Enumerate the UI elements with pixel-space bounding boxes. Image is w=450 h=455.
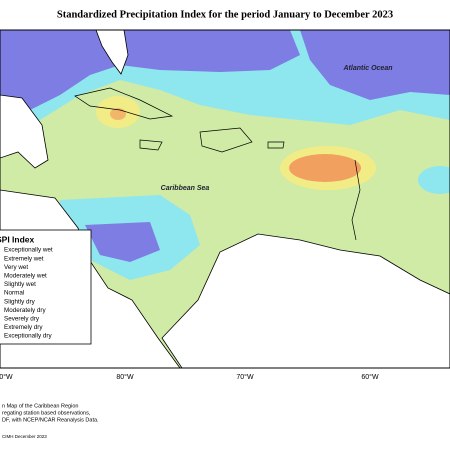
legend-item: Extremely wet: [4, 255, 44, 262]
field-very-wet-sw: [85, 222, 160, 262]
legend-item: Slightly dry: [4, 298, 36, 305]
legend-item: Exceptionally wet: [4, 247, 53, 254]
ocean-label: Atlantic Ocean: [342, 65, 392, 72]
jamaica: [139, 139, 163, 151]
longitude-label: 60°W: [361, 373, 379, 381]
longitude-label: 0°W: [0, 373, 13, 381]
longitude-label: 80°W: [116, 373, 134, 381]
lesser-antilles: [351, 159, 361, 241]
credit-line: CIMH December 2023: [2, 434, 47, 439]
field-moderately-dry-pr: [289, 154, 361, 182]
sea-label: Caribbean Sea: [161, 185, 210, 192]
legend-item: Normal: [4, 290, 24, 297]
legend-item: Moderately dry: [4, 307, 46, 314]
credit-line: DF, with NCEP/NCAR Reanalysis Data.: [2, 417, 99, 423]
legend-item: Severely dry: [4, 315, 40, 322]
legend-item: Moderately wet: [4, 272, 47, 279]
legend-item: Slightly wet: [4, 281, 36, 288]
puerto-rico: [267, 141, 285, 149]
legend-item: Very wet: [4, 264, 28, 271]
map-frame: [0, 29, 450, 369]
hispaniola: [199, 127, 253, 153]
field-very-wet: [0, 30, 300, 115]
legend-item: Extremely dry: [4, 324, 43, 331]
field-moderately-dry-cuba: [110, 108, 126, 120]
field-very-wet-ne: [300, 30, 450, 100]
longitude-labels: 0°W 80°W 70°W 60°W: [0, 373, 379, 381]
map-title: Standardized Precipitation Index for the…: [57, 9, 393, 20]
longitude-label: 70°W: [236, 373, 254, 381]
yucatan: [0, 94, 49, 169]
legend-title: SPI Index: [0, 234, 35, 244]
field-slightly-wet-e: [418, 166, 450, 194]
cuba: [74, 87, 174, 120]
legend-item: Exceptionally dry: [4, 333, 52, 340]
legend-box: [0, 229, 92, 345]
credit-line: n Map of the Caribbean Region: [2, 403, 78, 409]
credit-line: regating station based observations,: [2, 410, 91, 416]
